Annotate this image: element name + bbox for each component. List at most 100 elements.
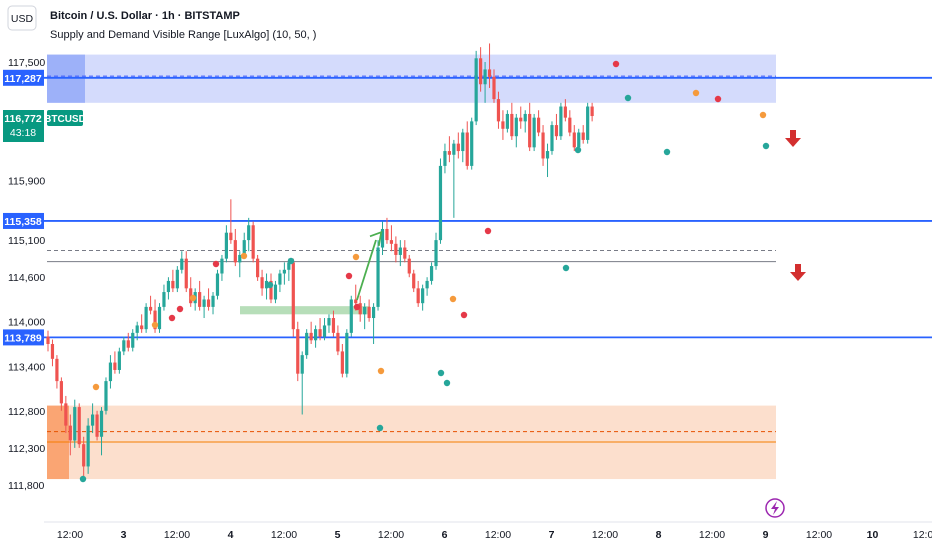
candle-body [215,273,220,296]
candle-body [403,247,407,259]
candle-body [224,232,228,259]
candle-body [586,106,590,140]
flash-icon[interactable] [765,498,785,518]
candle-body [144,306,148,330]
demand-box-green [240,306,370,315]
candle-body [113,362,117,370]
candle-body [541,132,545,159]
candle-body [260,277,264,289]
time-tick-label: 5 [335,529,341,541]
candle-body [157,306,162,330]
candle-body [345,332,349,374]
candle-body [349,299,353,333]
candle-body [229,232,233,241]
candle-body [233,240,237,263]
red-down-arrow-head [790,272,806,281]
candle-body [501,121,505,129]
time-tick-label: 6 [442,529,448,541]
currency-button-label: USD [11,13,34,25]
signal-dot [449,295,457,303]
candle-body [514,117,518,137]
candle-body [211,295,215,307]
candle-body [77,407,81,445]
candle-body [296,329,300,374]
time-tick-label: 12:00 [271,529,297,541]
candle-body [68,425,72,441]
candles-layer [46,43,594,478]
candle-body [175,269,179,289]
signal-dot [762,142,770,150]
currency-button[interactable] [7,5,37,31]
levels-layer: 117,287 115,358 113,789 [3,69,932,346]
candle-body [474,58,478,122]
time-tick-label: 12:00 [378,529,404,541]
candle-body [416,288,420,304]
candle-body [389,240,394,244]
candle-body [563,106,567,118]
price-axis[interactable]: 117,500 115,900 115,100 114,600 114,000 113,4… [8,57,45,492]
candle-body [184,258,188,289]
candle-body [104,381,108,411]
candle-body [434,240,438,267]
candle-body [55,358,59,382]
signal-dot [376,424,384,432]
candle-body [287,262,291,270]
price-tick-label: 112,300 [8,443,45,455]
candle-body [135,325,139,333]
chart-title: Bitcoin / U.S. Dollar · 1h · BITSTAMP [50,10,240,22]
time-tick-label: 12:00 [592,529,618,541]
time-axis[interactable]: 12:00 3 12:00 4 12:00 5 12:00 6 12:00 7 12:00 8 12:0… [44,521,932,541]
candle-body [505,113,509,129]
time-tick-label: 12:00 [806,529,832,541]
candle-body [327,318,331,326]
signal-dot [345,272,353,280]
time-tick-label: 12:00 [913,529,932,541]
candle-body [331,318,336,333]
candle-body [470,121,474,166]
candle-body [537,117,541,133]
signal-dot [287,257,295,265]
signal-dot [484,227,492,235]
candle-body [336,332,340,352]
price-tick-label: 113,400 [8,361,45,373]
candle-body [421,288,425,304]
candle-body [198,292,202,307]
level-badge-label: 113,789 [4,332,42,344]
candle-body [238,254,242,263]
candle-body [572,132,576,148]
candle-body [456,143,460,152]
signal-dot [92,383,100,391]
symbol-tag [47,110,83,126]
candle-body [282,269,286,274]
candle-body [376,247,380,307]
signal-dot [353,303,361,311]
candle-body [242,240,246,255]
candle-body [429,266,434,281]
candle-body [358,303,362,315]
candle-body [122,340,126,352]
signal-dot [714,95,722,103]
candle-body [438,165,443,241]
candle-body [492,76,496,100]
candle-body [550,125,554,152]
signal-dot [151,321,159,329]
signal-dot [212,260,220,268]
candle-body [425,280,429,289]
candle-body [46,336,50,344]
candle-body [108,362,113,382]
current-price-badge [3,110,44,142]
candle-body [59,381,63,404]
signal-dot [692,89,700,97]
candle-body [487,69,492,77]
candle-body [452,143,456,155]
signal-dots-layer [79,60,770,483]
candle-body [50,344,55,359]
signal-dot [624,94,632,102]
candle-body [247,225,251,241]
red-down-arrow-icon [790,130,796,139]
candle-body [166,280,171,293]
signal-dot [377,367,385,375]
time-tick-label: 7 [549,529,555,541]
candle-body [380,228,385,248]
